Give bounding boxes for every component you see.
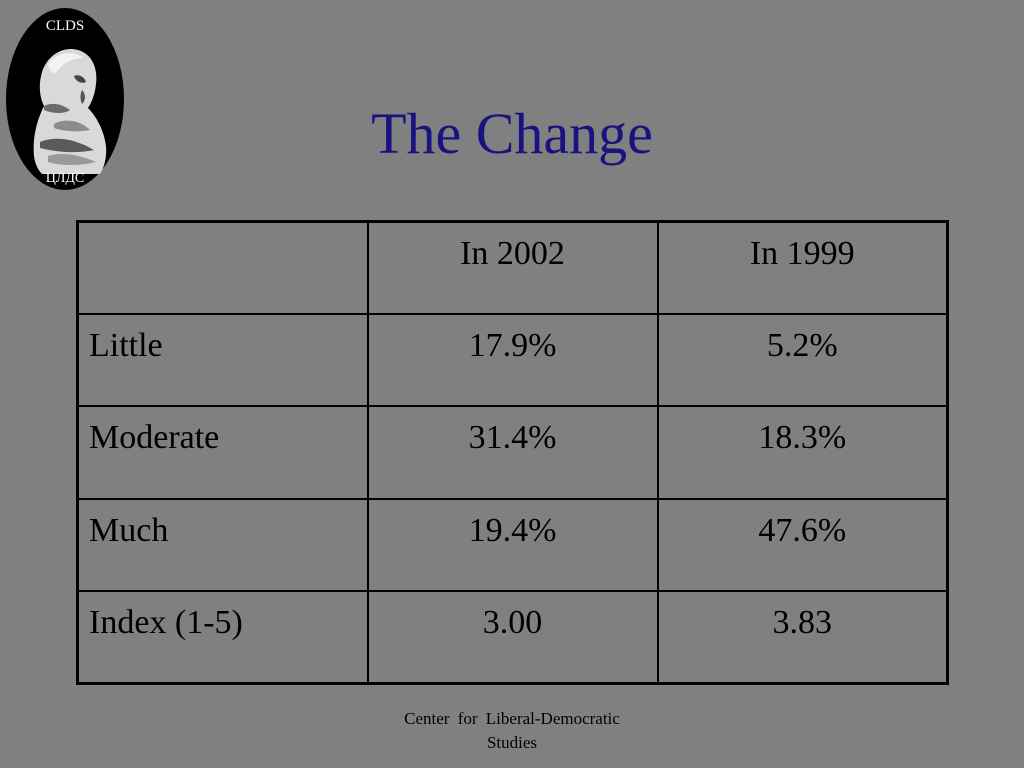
row-label: Little <box>76 312 369 408</box>
logo-bottom-text: ЦЛДС <box>46 171 85 186</box>
footer-line-1: Center for Liberal-Democratic <box>404 709 620 728</box>
value-1999: 18.3% <box>656 405 949 500</box>
portrait-seal-icon: CLDS ЦЛДС <box>6 8 124 190</box>
footer-credit: Center for Liberal-Democratic Studies <box>362 707 662 755</box>
row-label: Moderate <box>76 405 369 500</box>
header-empty-cell <box>76 220 369 315</box>
footer-line-2: Studies <box>486 733 538 752</box>
value-2002: 31.4% <box>366 405 659 500</box>
value-2002: 19.4% <box>366 497 659 593</box>
value-1999: 5.2% <box>656 312 949 408</box>
value-2002: 3.00 <box>366 590 659 685</box>
table-row: Little 17.9% 5.2% <box>76 312 949 408</box>
row-label: Much <box>76 497 369 593</box>
value-2002: 17.9% <box>366 312 659 408</box>
header-1999: In 1999 <box>656 220 949 315</box>
value-1999: 3.83 <box>656 590 949 685</box>
value-1999: 47.6% <box>656 497 949 593</box>
row-label: Index (1-5) <box>76 590 369 685</box>
table-row: Much 19.4% 47.6% <box>76 497 949 593</box>
logo-top-text: CLDS <box>46 18 84 34</box>
slide-title: The Change <box>371 101 653 166</box>
header-2002: In 2002 <box>366 220 659 315</box>
table-header-row: In 2002 In 1999 <box>76 220 949 315</box>
table-row: Index (1-5) 3.00 3.83 <box>76 590 949 685</box>
table-row: Moderate 31.4% 18.3% <box>76 405 949 500</box>
clds-logo: CLDS ЦЛДС <box>4 6 126 192</box>
comparison-table: In 2002 In 1999 Little 17.9% 5.2% Modera… <box>76 220 949 685</box>
